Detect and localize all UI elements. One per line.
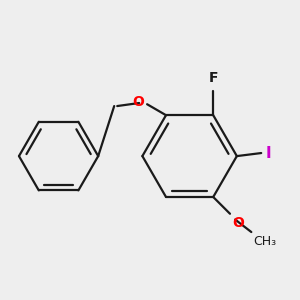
Text: I: I [266, 146, 272, 160]
Text: O: O [232, 216, 244, 230]
Text: F: F [208, 71, 218, 85]
Text: CH₃: CH₃ [253, 235, 276, 248]
Text: O: O [132, 95, 144, 109]
